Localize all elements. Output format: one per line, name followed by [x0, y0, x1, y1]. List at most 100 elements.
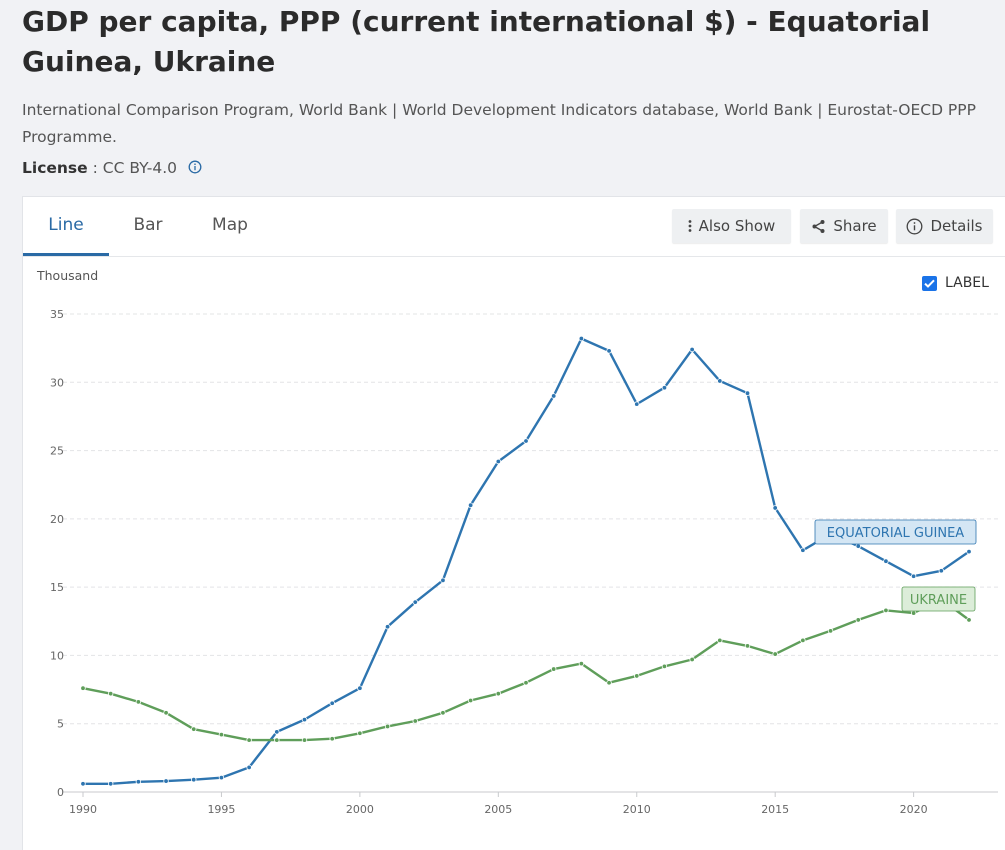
checkbox-checked-icon[interactable] [922, 275, 937, 291]
details-label: Details [930, 217, 983, 235]
data-point-equatorial-guinea [523, 438, 529, 444]
data-point-equatorial-guinea [135, 779, 142, 785]
data-point-equatorial-guinea [661, 385, 668, 391]
data-point-equatorial-guinea [910, 573, 917, 579]
data-point-ukraine [855, 617, 861, 623]
source-citation: International Comparison Program, World … [22, 101, 976, 146]
data-point-ukraine [634, 673, 640, 679]
share-button[interactable]: Share [800, 209, 888, 243]
data-point-equatorial-guinea [689, 346, 695, 353]
data-point-equatorial-guinea [634, 401, 640, 407]
y-axis-unit: Thousand [37, 268, 99, 283]
data-point-equatorial-guinea [800, 547, 806, 553]
data-point-ukraine [135, 699, 142, 705]
data-point-equatorial-guinea [246, 764, 252, 771]
data-point-equatorial-guinea [80, 781, 86, 787]
also-show-label: Also Show [698, 217, 776, 235]
data-point-ukraine [357, 730, 363, 736]
data-point-equatorial-guinea [301, 716, 308, 723]
data-point-equatorial-guinea [495, 458, 502, 465]
more-vertical-icon [688, 220, 692, 232]
data-point-equatorial-guinea [578, 335, 585, 342]
x-tick-label: 1995 [207, 803, 235, 816]
tab-bar[interactable]: Bar [133, 215, 163, 235]
data-point-ukraine [550, 666, 557, 672]
chart-panel: Line Bar Map Also Show Share Details Tho… [22, 196, 1005, 850]
license-value: CC BY-4.0 [102, 159, 177, 177]
y-tick-label: 25 [50, 445, 64, 458]
data-point-equatorial-guinea [467, 502, 474, 508]
data-point-ukraine [80, 685, 86, 691]
series-label-ukraine: UKRAINE [910, 593, 967, 608]
data-point-ukraine [467, 697, 474, 704]
chart-tabs: Line Bar Map Also Show Share Details [23, 197, 1005, 257]
data-point-ukraine [412, 718, 418, 724]
y-tick-label: 0 [57, 786, 64, 799]
data-point-equatorial-guinea [606, 348, 612, 354]
x-tick-label: 2010 [623, 803, 651, 816]
page-title: GDP per capita, PPP (current internation… [22, 5, 931, 78]
data-point-ukraine [384, 723, 391, 730]
data-point-equatorial-guinea [218, 774, 225, 781]
data-point-equatorial-guinea [883, 558, 889, 564]
data-point-ukraine [661, 663, 668, 670]
info-icon[interactable] [188, 156, 202, 182]
data-point-equatorial-guinea [384, 624, 391, 630]
y-tick-label: 5 [57, 718, 64, 731]
data-point-ukraine [523, 680, 529, 686]
series-label-box-ukraine [901, 586, 976, 612]
data-point-equatorial-guinea [357, 685, 363, 691]
data-point-ukraine [274, 737, 280, 743]
data-point-ukraine [772, 651, 778, 657]
label-toggle[interactable]: LABEL [922, 275, 989, 291]
data-point-equatorial-guinea [440, 577, 446, 584]
data-point-ukraine [246, 737, 252, 743]
data-point-equatorial-guinea [274, 729, 280, 735]
data-point-ukraine [107, 690, 114, 697]
series-label-box-equatorial-guinea [814, 519, 977, 545]
data-point-ukraine [329, 736, 335, 742]
data-point-ukraine [800, 637, 806, 644]
data-point-equatorial-guinea [938, 568, 945, 574]
x-tick-label: 2015 [761, 803, 789, 816]
y-tick-label: 35 [50, 308, 64, 321]
data-point-ukraine [218, 731, 225, 738]
details-button[interactable]: Details [896, 209, 993, 243]
data-point-equatorial-guinea [744, 390, 751, 396]
x-tick-label: 2020 [900, 803, 928, 816]
also-show-button[interactable]: Also Show [672, 209, 791, 243]
data-point-ukraine [883, 607, 889, 614]
x-tick-label: 2000 [346, 803, 374, 816]
data-point-equatorial-guinea [107, 781, 114, 787]
y-tick-label: 15 [50, 581, 64, 594]
data-point-ukraine [744, 643, 751, 649]
data-point-ukraine [163, 710, 169, 716]
y-tick-label: 10 [50, 649, 64, 662]
share-label: Share [833, 217, 877, 235]
data-point-equatorial-guinea [329, 700, 335, 706]
data-point-equatorial-guinea [855, 543, 861, 549]
license-label: License [22, 159, 88, 177]
data-point-ukraine [966, 617, 972, 623]
data-point-ukraine [717, 637, 723, 644]
data-point-equatorial-guinea [717, 378, 723, 384]
label-toggle-text: LABEL [945, 275, 989, 291]
data-point-ukraine [606, 680, 612, 686]
x-tick-label: 1990 [69, 803, 97, 816]
y-tick-label: 30 [50, 376, 64, 389]
data-point-ukraine [827, 628, 834, 634]
data-point-ukraine [495, 690, 502, 697]
license-line: License : CC BY-4.0 [22, 155, 202, 182]
tab-line[interactable]: Line [23, 197, 109, 256]
y-tick-label: 20 [50, 513, 64, 526]
series-line-equatorial-guinea [83, 337, 970, 785]
series-label-equatorial-guinea: EQUATORIAL GUINEA [827, 526, 965, 541]
data-point-ukraine [689, 656, 695, 663]
data-point-equatorial-guinea [772, 505, 778, 511]
data-point-ukraine [191, 726, 197, 732]
tab-map[interactable]: Map [212, 215, 248, 235]
data-point-equatorial-guinea [191, 777, 197, 783]
data-point-equatorial-guinea [412, 599, 418, 605]
data-point-equatorial-guinea [163, 778, 169, 784]
license-separator: : [87, 159, 103, 177]
